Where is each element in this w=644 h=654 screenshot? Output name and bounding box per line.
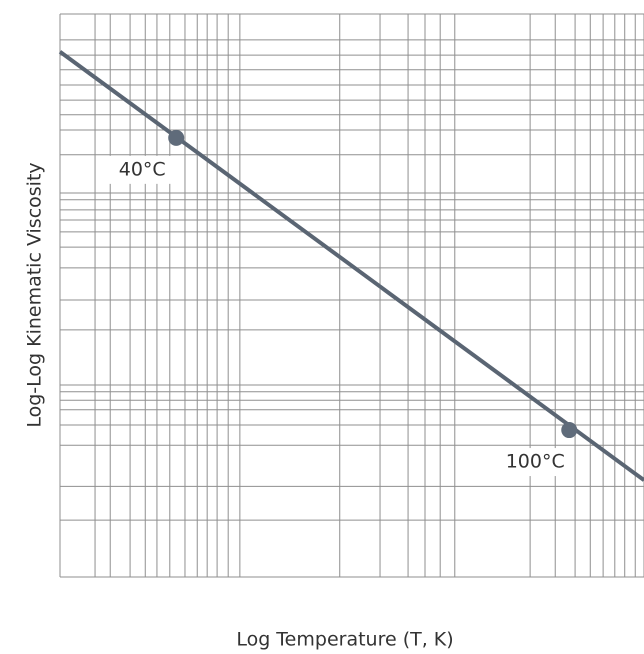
- y-axis-label: Log-Log Kinematic Viscosity: [24, 162, 46, 427]
- data-line: [58, 50, 644, 482]
- x-axis-label: Log Temperature (T, K): [236, 629, 453, 651]
- data-point: [561, 422, 578, 439]
- label-background: [501, 448, 570, 477]
- point-label: 40°C: [119, 158, 166, 180]
- data-point: [168, 129, 185, 146]
- point-label: 100°C: [506, 451, 565, 473]
- label-background: [108, 155, 177, 184]
